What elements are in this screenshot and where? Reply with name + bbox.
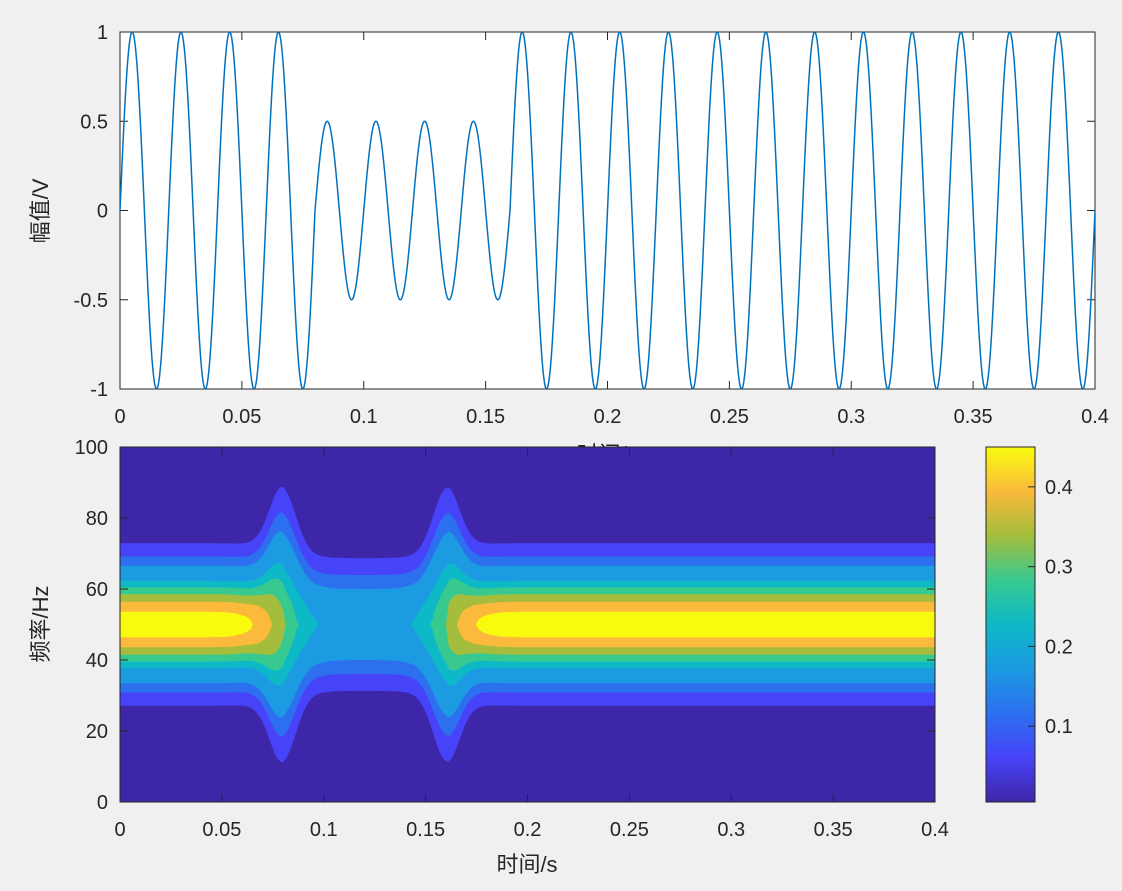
spectrum-x-tick-label: 0 <box>114 819 125 841</box>
colorbar-tick-label: 0.1 <box>1045 716 1073 738</box>
spectrum-x-tick-label: 0.1 <box>310 819 338 841</box>
spectrum-x-tick-label: 0.2 <box>514 819 542 841</box>
signal-x-tick-label: 0.1 <box>350 406 378 428</box>
signal-x-tick-label: 0.2 <box>594 406 622 428</box>
signal-x-tick-labels: 0 0.05 0.1 0.15 0.2 0.25 0.3 0.35 0.4 <box>114 406 1108 428</box>
spectrum-y-tick-labels: 100 80 60 40 20 0 <box>75 437 108 814</box>
spectrum-y-tick-label: 20 <box>86 721 108 743</box>
spectrum-y-tick-label: 100 <box>75 437 108 459</box>
signal-ticks <box>119 31 1096 390</box>
spectrum-x-tick-label: 0.4 <box>921 819 949 841</box>
colorbar-ticks: 0.4 0.3 0.2 0.1 <box>1028 477 1073 738</box>
spectrum-y-tick-label: 80 <box>86 508 108 530</box>
signal-line <box>120 32 1095 389</box>
signal-y-tick-label: 0 <box>97 201 108 223</box>
spectrum-axes: 0 0.05 0.1 0.15 0.2 0.25 0.3 0.35 0.4 100 80 60 40 2… <box>28 437 949 877</box>
spectrum-x-tick-label: 0.3 <box>717 819 745 841</box>
spectrum-x-tick-labels: 0 0.05 0.1 0.15 0.2 0.25 0.3 0.35 0.4 <box>114 819 948 841</box>
spectrum-x-axis-label: 时间/s <box>496 852 557 877</box>
spectrum-x-tick-label: 0.35 <box>814 819 853 841</box>
spectrum-y-tick-label: 0 <box>97 792 108 814</box>
colorbar-tick-label: 0.3 <box>1045 557 1073 579</box>
spectrum-contour <box>120 486 935 763</box>
signal-x-tick-label: 0 <box>114 406 125 428</box>
signal-y-tick-label: 1 <box>97 22 108 44</box>
signal-x-tick-label: 0.25 <box>710 406 749 428</box>
signal-y-tick-label: 0.5 <box>80 111 108 133</box>
colorbar-tick-label: 0.2 <box>1045 636 1073 658</box>
contour-band <box>120 611 935 638</box>
spectrum-y-tick-label: 40 <box>86 650 108 672</box>
signal-x-tick-label: 0.05 <box>222 406 261 428</box>
colorbar: 0.4 0.3 0.2 0.1 <box>985 446 1073 803</box>
signal-x-tick-label: 0.4 <box>1081 406 1109 428</box>
spectrum-x-tick-label: 0.05 <box>202 819 241 841</box>
spectrum-x-tick-label: 0.15 <box>406 819 445 841</box>
spectrum-ticks <box>119 446 936 803</box>
spectrum-x-tick-label: 0.25 <box>610 819 649 841</box>
signal-x-tick-label: 0.15 <box>466 406 505 428</box>
signal-axes: 0 0.05 0.1 0.15 0.2 0.25 0.3 0.35 0.4 1 0.5 0 -0.5 -… <box>28 22 1109 467</box>
signal-y-tick-labels: 1 0.5 0 -0.5 -1 <box>74 22 108 401</box>
signal-x-tick-label: 0.3 <box>837 406 865 428</box>
colorbar-gradient <box>985 446 1036 803</box>
signal-y-tick-label: -1 <box>90 379 108 401</box>
signal-y-tick-label: -0.5 <box>74 290 108 312</box>
spectrum-y-axis-label: 频率/Hz <box>28 585 53 662</box>
colorbar-tick-label: 0.4 <box>1045 477 1073 499</box>
signal-y-axis-label: 幅值/V <box>28 178 53 243</box>
signal-x-tick-label: 0.35 <box>954 406 993 428</box>
spectrum-y-tick-label: 60 <box>86 579 108 601</box>
